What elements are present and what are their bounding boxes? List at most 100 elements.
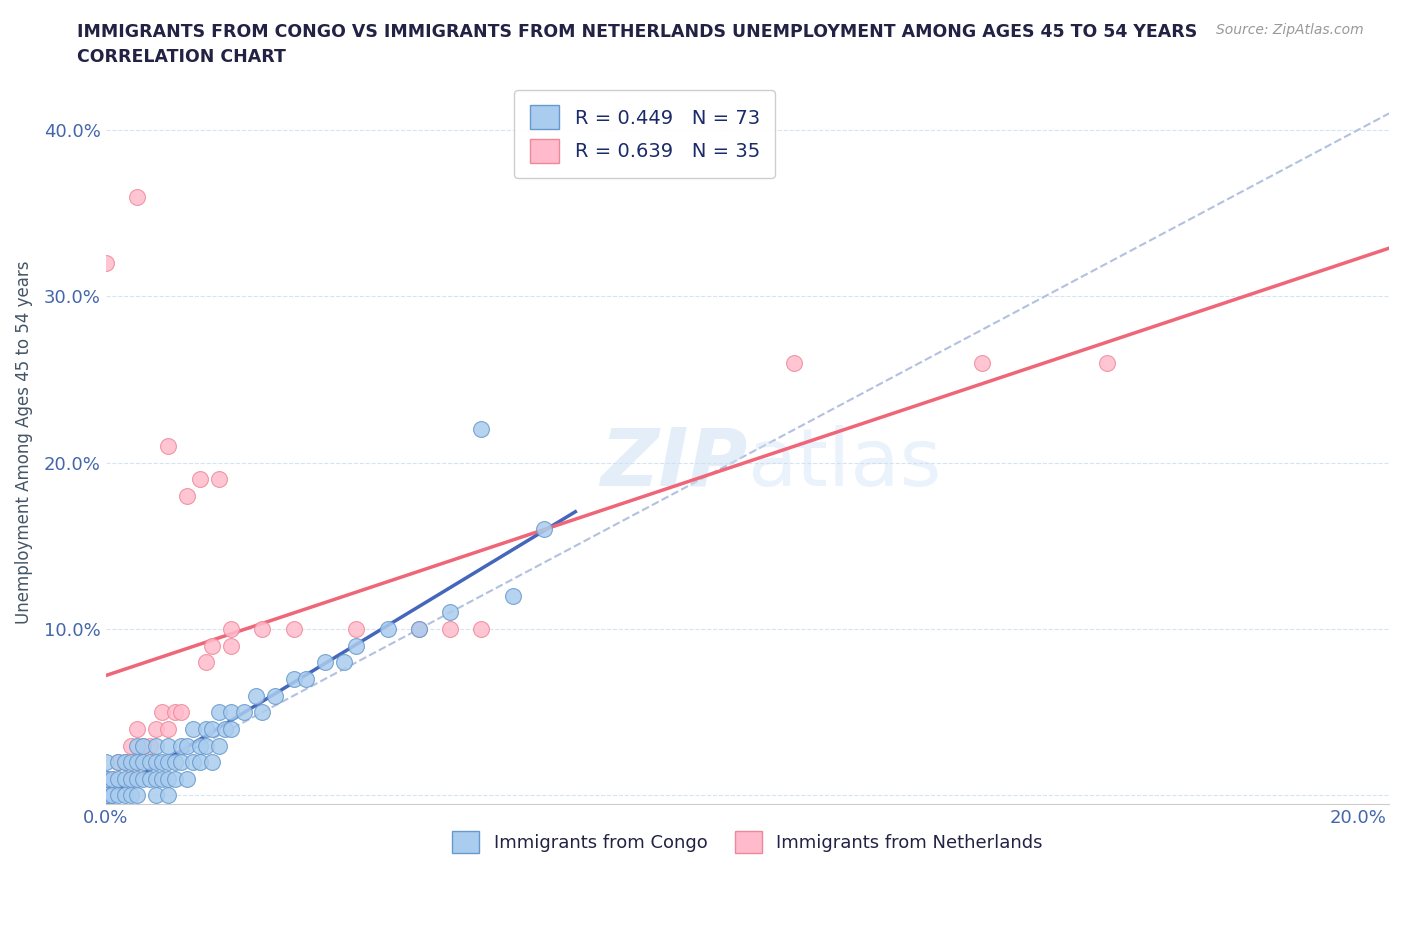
Point <box>132 771 155 786</box>
Y-axis label: Unemployment Among Ages 45 to 54 years: Unemployment Among Ages 45 to 54 years <box>15 260 32 624</box>
Point <box>283 621 305 636</box>
Point <box>195 738 218 753</box>
Point <box>101 788 124 803</box>
Point <box>408 621 430 636</box>
Point <box>188 755 211 770</box>
Point <box>107 771 129 786</box>
Point <box>219 638 242 653</box>
Point <box>107 755 129 770</box>
Text: CORRELATION CHART: CORRELATION CHART <box>77 48 287 66</box>
Point <box>232 705 254 720</box>
Point <box>138 738 160 753</box>
Point <box>170 738 193 753</box>
Point <box>120 788 142 803</box>
Point <box>150 771 173 786</box>
Point <box>94 788 117 803</box>
Point <box>207 738 229 753</box>
Point <box>157 755 180 770</box>
Point <box>470 422 492 437</box>
Point <box>188 738 211 753</box>
Point <box>176 738 198 753</box>
Point <box>245 688 267 703</box>
Point <box>132 738 155 753</box>
Point <box>145 722 167 737</box>
Point <box>94 788 117 803</box>
Point <box>783 355 806 370</box>
Point <box>439 605 461 620</box>
Point <box>157 788 180 803</box>
Point <box>145 755 167 770</box>
Point <box>157 738 180 753</box>
Point <box>439 621 461 636</box>
Text: Source: ZipAtlas.com: Source: ZipAtlas.com <box>1216 23 1364 37</box>
Point <box>201 638 224 653</box>
Point <box>94 256 117 271</box>
Point <box>132 738 155 753</box>
Point <box>145 788 167 803</box>
Point <box>157 771 180 786</box>
Point <box>263 688 285 703</box>
Point <box>127 722 149 737</box>
Point <box>252 705 274 720</box>
Point <box>94 788 117 803</box>
Point <box>1097 355 1119 370</box>
Point <box>127 771 149 786</box>
Point <box>150 705 173 720</box>
Point <box>170 755 193 770</box>
Point <box>150 755 173 770</box>
Point <box>176 771 198 786</box>
Point <box>94 788 117 803</box>
Point <box>170 705 193 720</box>
Point <box>163 771 186 786</box>
Point <box>145 771 167 786</box>
Point <box>344 638 367 653</box>
Point <box>201 755 224 770</box>
Point <box>120 771 142 786</box>
Point <box>195 655 218 670</box>
Point <box>332 655 354 670</box>
Point <box>114 788 136 803</box>
Text: IMMIGRANTS FROM CONGO VS IMMIGRANTS FROM NETHERLANDS UNEMPLOYMENT AMONG AGES 45 : IMMIGRANTS FROM CONGO VS IMMIGRANTS FROM… <box>77 23 1198 41</box>
Point <box>101 771 124 786</box>
Point <box>114 755 136 770</box>
Point <box>138 771 160 786</box>
Point <box>163 755 186 770</box>
Point <box>107 788 129 803</box>
Point <box>344 621 367 636</box>
Point <box>214 722 236 737</box>
Point <box>157 722 180 737</box>
Point <box>94 788 117 803</box>
Point <box>127 189 149 204</box>
Point <box>183 755 205 770</box>
Point <box>252 621 274 636</box>
Point <box>314 655 336 670</box>
Point <box>107 755 129 770</box>
Point <box>408 621 430 636</box>
Point <box>101 788 124 803</box>
Point <box>195 722 218 737</box>
Point <box>138 755 160 770</box>
Point <box>94 771 117 786</box>
Point <box>127 755 149 770</box>
Point <box>207 705 229 720</box>
Point <box>219 621 242 636</box>
Point <box>295 671 318 686</box>
Point <box>219 722 242 737</box>
Legend: Immigrants from Congo, Immigrants from Netherlands: Immigrants from Congo, Immigrants from N… <box>446 823 1050 860</box>
Text: atlas: atlas <box>748 425 942 502</box>
Point <box>94 788 117 803</box>
Point <box>94 771 117 786</box>
Point <box>219 705 242 720</box>
Point <box>132 755 155 770</box>
Point <box>114 755 136 770</box>
Point <box>470 621 492 636</box>
Point <box>145 738 167 753</box>
Point <box>127 788 149 803</box>
Point <box>127 738 149 753</box>
Point <box>94 771 117 786</box>
Point <box>101 771 124 786</box>
Point <box>120 755 142 770</box>
Point <box>183 722 205 737</box>
Point <box>163 705 186 720</box>
Point <box>120 771 142 786</box>
